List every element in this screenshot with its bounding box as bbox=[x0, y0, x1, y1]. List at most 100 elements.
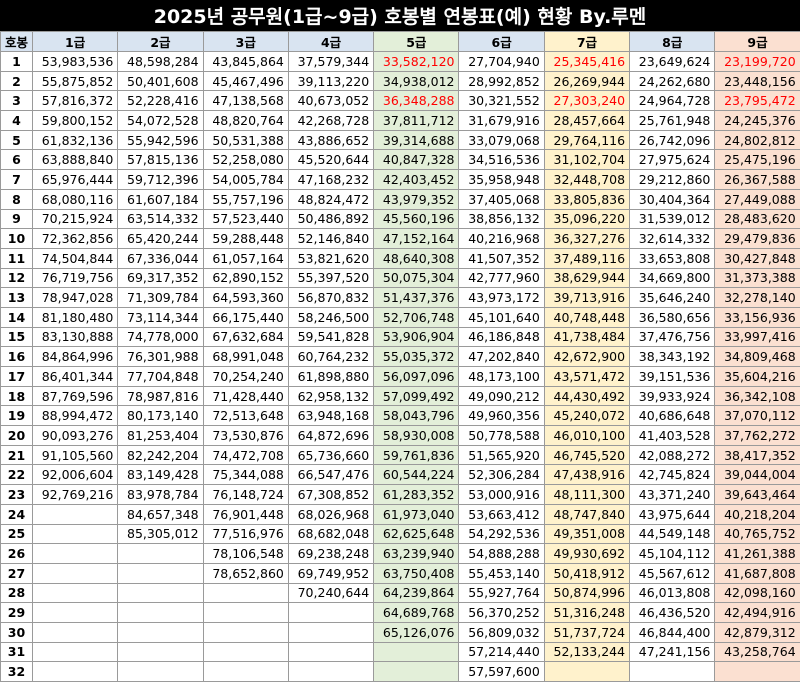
salary-cell-grade-9: 38,417,352 bbox=[715, 445, 800, 465]
hobong-cell: 10 bbox=[1, 229, 33, 249]
salary-cell-grade-4: 50,486,892 bbox=[288, 209, 373, 229]
salary-cell-grade-6: 57,597,600 bbox=[459, 662, 544, 682]
salary-cell-grade-3: 67,632,684 bbox=[203, 327, 288, 347]
hobong-cell: 20 bbox=[1, 426, 33, 446]
salary-cell-grade-9: 29,479,836 bbox=[715, 229, 800, 249]
salary-cell-grade-9: 41,687,808 bbox=[715, 563, 800, 583]
salary-cell-grade-3: 47,138,568 bbox=[203, 91, 288, 111]
salary-cell-grade-4: 62,958,132 bbox=[288, 386, 373, 406]
hobong-cell: 4 bbox=[1, 111, 33, 131]
salary-cell-grade-4 bbox=[288, 662, 373, 682]
salary-cell-grade-1: 63,888,840 bbox=[33, 150, 118, 170]
salary-cell-grade-7: 47,438,916 bbox=[544, 465, 629, 485]
salary-cell-grade-1 bbox=[33, 583, 118, 603]
salary-cell-grade-1: 91,105,560 bbox=[33, 445, 118, 465]
salary-cell-grade-6: 56,370,252 bbox=[459, 603, 544, 623]
salary-cell-grade-5: 53,906,904 bbox=[374, 327, 459, 347]
hobong-cell: 5 bbox=[1, 130, 33, 150]
salary-cell-grade-2 bbox=[118, 622, 203, 642]
salary-cell-grade-7: 28,457,664 bbox=[544, 111, 629, 131]
salary-cell-grade-3: 76,148,724 bbox=[203, 485, 288, 505]
salary-cell-grade-8: 34,669,800 bbox=[630, 268, 715, 288]
salary-cell-grade-6: 28,992,852 bbox=[459, 71, 544, 91]
salary-cell-grade-4: 48,824,472 bbox=[288, 189, 373, 209]
hobong-cell: 14 bbox=[1, 307, 33, 327]
salary-cell-grade-9: 32,278,140 bbox=[715, 288, 800, 308]
salary-cell-grade-3: 77,516,976 bbox=[203, 524, 288, 544]
salary-cell-grade-4 bbox=[288, 642, 373, 662]
salary-cell-grade-1 bbox=[33, 642, 118, 662]
hobong-cell: 31 bbox=[1, 642, 33, 662]
salary-cell-grade-8: 30,404,364 bbox=[630, 189, 715, 209]
hobong-cell: 15 bbox=[1, 327, 33, 347]
salary-cell-grade-3: 75,344,088 bbox=[203, 465, 288, 485]
salary-cell-grade-7: 25,345,416 bbox=[544, 52, 629, 72]
salary-cell-grade-4: 68,026,968 bbox=[288, 504, 373, 524]
salary-cell-grade-1: 88,994,472 bbox=[33, 406, 118, 426]
salary-cell-grade-6: 55,453,140 bbox=[459, 563, 544, 583]
salary-cell-grade-3: 59,288,448 bbox=[203, 229, 288, 249]
salary-cell-grade-8: 37,476,756 bbox=[630, 327, 715, 347]
salary-cell-grade-5: 34,938,012 bbox=[374, 71, 459, 91]
salary-cell-grade-7: 26,269,944 bbox=[544, 71, 629, 91]
hobong-cell: 9 bbox=[1, 209, 33, 229]
salary-cell-grade-2 bbox=[118, 583, 203, 603]
salary-cell-grade-9: 43,258,764 bbox=[715, 642, 800, 662]
salary-cell-grade-8: 26,742,096 bbox=[630, 130, 715, 150]
salary-cell-grade-6: 48,173,100 bbox=[459, 367, 544, 387]
salary-cell-grade-3: 78,106,548 bbox=[203, 544, 288, 564]
salary-cell-grade-5: 33,582,120 bbox=[374, 52, 459, 72]
salary-cell-grade-9: 34,809,468 bbox=[715, 347, 800, 367]
salary-cell-grade-8: 41,403,528 bbox=[630, 426, 715, 446]
salary-cell-grade-9 bbox=[715, 662, 800, 682]
salary-cell-grade-5: 64,689,768 bbox=[374, 603, 459, 623]
salary-cell-grade-8: 24,262,680 bbox=[630, 71, 715, 91]
salary-cell-grade-4: 56,870,832 bbox=[288, 288, 373, 308]
salary-cell-grade-3: 64,593,360 bbox=[203, 288, 288, 308]
hobong-cell: 29 bbox=[1, 603, 33, 623]
salary-cell-grade-4: 45,520,644 bbox=[288, 150, 373, 170]
salary-cell-grade-1: 59,800,152 bbox=[33, 111, 118, 131]
salary-cell-grade-4: 61,898,880 bbox=[288, 367, 373, 387]
salary-cell-grade-4: 55,397,520 bbox=[288, 268, 373, 288]
salary-cell-grade-3 bbox=[203, 622, 288, 642]
salary-cell-grade-6: 34,516,536 bbox=[459, 150, 544, 170]
salary-cell-grade-3: 61,057,164 bbox=[203, 248, 288, 268]
salary-cell-grade-2: 82,242,204 bbox=[118, 445, 203, 465]
salary-cell-grade-3: 43,845,864 bbox=[203, 52, 288, 72]
salary-cell-grade-2 bbox=[118, 563, 203, 583]
salary-cell-grade-3: 70,254,240 bbox=[203, 367, 288, 387]
salary-cell-grade-4: 47,168,232 bbox=[288, 170, 373, 190]
salary-cell-grade-9: 40,765,752 bbox=[715, 524, 800, 544]
salary-cell-grade-9: 24,245,376 bbox=[715, 111, 800, 131]
salary-cell-grade-7: 49,930,692 bbox=[544, 544, 629, 564]
salary-cell-grade-7: 51,316,248 bbox=[544, 603, 629, 623]
salary-cell-grade-5: 61,973,040 bbox=[374, 504, 459, 524]
salary-cell-grade-1: 87,769,596 bbox=[33, 386, 118, 406]
salary-cell-grade-3: 68,991,048 bbox=[203, 347, 288, 367]
hobong-cell: 30 bbox=[1, 622, 33, 642]
salary-cell-grade-6: 56,809,032 bbox=[459, 622, 544, 642]
salary-cell-grade-3: 73,530,876 bbox=[203, 426, 288, 446]
salary-cell-grade-2: 73,114,344 bbox=[118, 307, 203, 327]
salary-cell-grade-3 bbox=[203, 583, 288, 603]
salary-cell-grade-4: 67,308,852 bbox=[288, 485, 373, 505]
salary-cell-grade-6: 27,704,940 bbox=[459, 52, 544, 72]
salary-cell-grade-1 bbox=[33, 544, 118, 564]
salary-cell-grade-6: 57,214,440 bbox=[459, 642, 544, 662]
salary-cell-grade-5: 60,544,224 bbox=[374, 465, 459, 485]
salary-cell-grade-1: 55,875,852 bbox=[33, 71, 118, 91]
salary-cell-grade-1: 74,504,844 bbox=[33, 248, 118, 268]
salary-cell-grade-2: 84,657,348 bbox=[118, 504, 203, 524]
salary-cell-grade-1: 84,864,996 bbox=[33, 347, 118, 367]
salary-cell-grade-7: 43,571,472 bbox=[544, 367, 629, 387]
